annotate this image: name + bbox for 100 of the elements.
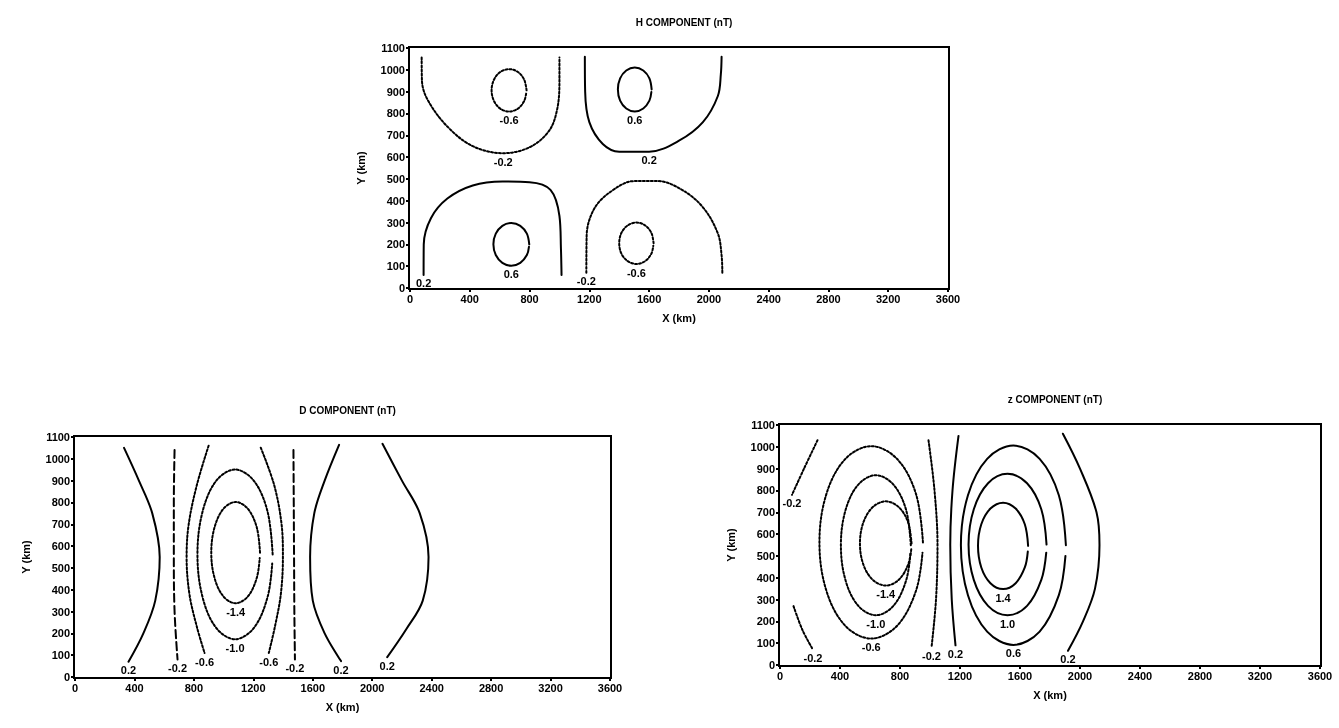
x-tick-label: 400	[830, 669, 850, 682]
y-tick-label: 100	[756, 637, 775, 650]
annotation: -0.2	[803, 652, 823, 665]
x-tick-label: 400	[125, 681, 144, 694]
x-tick-label: 3200	[1247, 669, 1273, 682]
annotation: 0.2	[415, 277, 432, 290]
y-tick-label: 700	[386, 129, 405, 142]
y-tick-label: 0	[768, 659, 775, 671]
chart-title: D COMPONENT (nT)	[299, 404, 396, 416]
x-tick-label: 2000	[696, 292, 722, 305]
annotation: -0.2	[493, 155, 513, 168]
annotation: 1.0	[999, 617, 1016, 630]
annotation: -0.2	[285, 662, 305, 675]
y-tick-label: 400	[386, 194, 405, 207]
y-axis-title: Y (km)	[19, 539, 32, 574]
x-tick-label: 1200	[947, 669, 973, 682]
y-tick-label: 800	[756, 484, 775, 497]
annotation: -1.4	[226, 605, 246, 618]
y-tick-label: 300	[756, 593, 775, 606]
x-tick-label: 3600	[1307, 669, 1333, 682]
x-tick-label: 2800	[816, 292, 841, 305]
y-tick-label: 1000	[45, 452, 70, 465]
x-tick-label: 1600	[1007, 669, 1033, 682]
x-tick-label: 1600	[636, 292, 662, 305]
y-tick-label: 400	[756, 571, 775, 584]
y-tick-label: 600	[756, 528, 775, 541]
annotation: -0.6	[499, 113, 519, 126]
annotation: -1.0	[225, 641, 245, 654]
y-tick-label: 100	[386, 260, 405, 273]
y-tick-label: 200	[756, 615, 775, 628]
y-tick-label: 700	[51, 518, 70, 531]
x-tick-label: 1600	[300, 681, 326, 694]
annotation: 0.2	[333, 663, 349, 676]
y-tick-label: 1100	[751, 419, 775, 431]
y-tick-label: 500	[386, 172, 405, 185]
y-tick-label: 600	[386, 151, 405, 164]
x-tick-label: 3200	[538, 681, 563, 694]
y-tick-label: 0	[398, 282, 405, 294]
x-tick-label: 2000	[359, 681, 385, 694]
x-tick-label: 2400	[756, 292, 781, 305]
x-tick-label: 2800	[478, 681, 504, 694]
x-tick-label: 400	[460, 292, 479, 305]
y-tick-label: 500	[756, 549, 775, 562]
annotation: 0.6	[503, 268, 519, 281]
y-tick-label: 700	[756, 506, 775, 519]
x-tick-label: 2400	[419, 681, 444, 694]
y-tick-label: 300	[386, 216, 405, 229]
annotation: 0.2	[120, 664, 137, 677]
y-tick-label: 800	[386, 107, 405, 120]
chart-title: z COMPONENT (nT)	[1007, 393, 1103, 405]
y-tick-label: 800	[51, 496, 70, 509]
annotation: 0.6	[627, 113, 643, 126]
x-tick-label: 1200	[241, 681, 266, 694]
y-tick-label: 200	[51, 627, 70, 640]
x-tick-label: 2400	[1127, 669, 1153, 682]
y-tick-label: 300	[51, 605, 70, 618]
annotation: 0.2	[379, 659, 395, 672]
annotation: -1.4	[876, 588, 897, 601]
x-axis-title: X (km)	[662, 311, 697, 324]
y-tick-label: 900	[386, 85, 405, 98]
x-tick-label: 3600	[935, 292, 961, 305]
y-tick-label: 500	[51, 561, 70, 574]
annotation: 0.2	[947, 647, 964, 660]
annotation: 1.4	[995, 591, 1012, 604]
y-tick-label: 1000	[750, 440, 775, 453]
y-tick-label: 1000	[380, 63, 405, 76]
y-tick-label: 100	[51, 649, 70, 662]
x-tick-label: 2800	[1187, 669, 1213, 682]
y-tick-label: 200	[386, 238, 405, 251]
chart-title: H COMPONENT (nT)	[635, 16, 733, 28]
annotation: -0.6	[259, 655, 279, 668]
x-axis-title: X (km)	[325, 700, 360, 713]
x-axis-title: X (km)	[1033, 688, 1068, 701]
annotation: 0.2	[641, 154, 657, 167]
x-tick-label: 800	[184, 681, 204, 694]
annotation: -0.2	[782, 497, 802, 510]
y-axis-title: Y (km)	[354, 150, 367, 185]
x-tick-label: 3600	[597, 681, 623, 694]
y-tick-label: 1100	[46, 431, 70, 443]
x-tick-label: 800	[890, 669, 910, 682]
y-tick-label: 900	[756, 462, 775, 475]
x-tick-label: 0	[71, 681, 79, 694]
annotation: -1.0	[866, 617, 886, 630]
annotation: -0.2	[576, 275, 596, 288]
y-tick-label: 400	[51, 583, 70, 596]
annotation: 0.2	[1060, 653, 1076, 666]
y-tick-label: 1100	[381, 42, 405, 54]
annotation: -0.6	[861, 641, 881, 654]
y-tick-label: 600	[51, 540, 70, 553]
x-tick-label: 3200	[875, 292, 901, 305]
annotation: -0.2	[168, 662, 188, 675]
x-tick-label: 2000	[1067, 669, 1093, 682]
annotation: -0.6	[626, 266, 646, 279]
x-tick-label: 1200	[577, 292, 602, 305]
x-tick-label: 0	[406, 292, 414, 305]
annotation: -0.6	[195, 655, 215, 668]
x-tick-label: 800	[520, 292, 539, 305]
x-tick-label: 0	[776, 669, 784, 682]
y-axis-title: Y (km)	[724, 527, 737, 562]
annotation: -0.2	[922, 650, 941, 663]
